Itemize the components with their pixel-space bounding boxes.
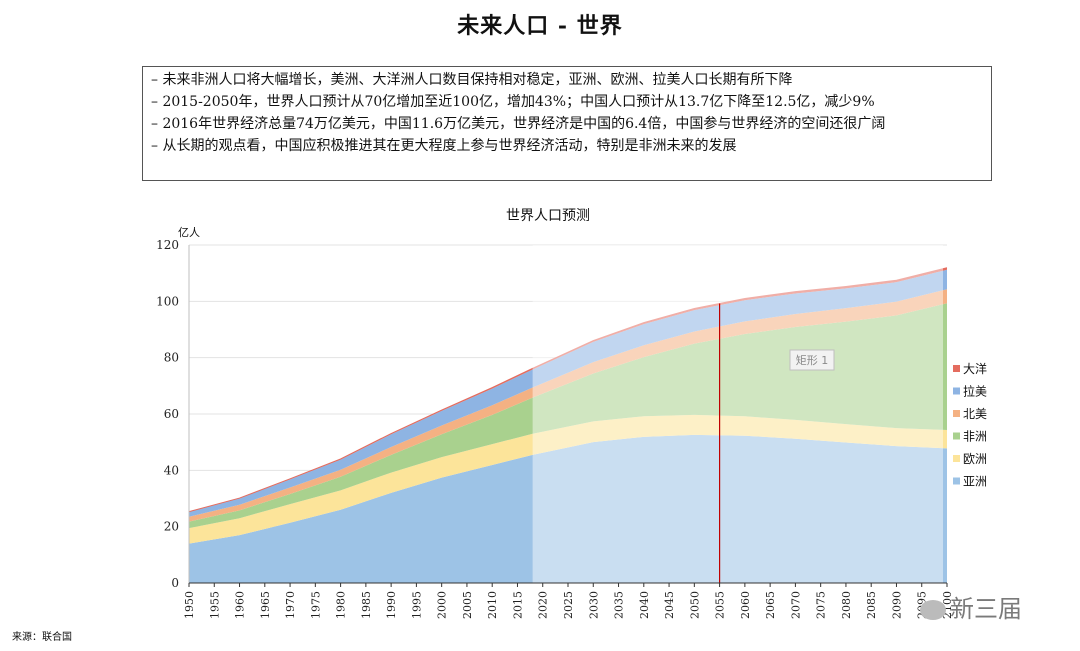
total-outline <box>188 267 948 513</box>
x-tick-label: 2020 <box>537 591 550 619</box>
x-tick-label: 2045 <box>663 591 676 619</box>
x-tick-label: 2035 <box>613 591 626 619</box>
y-tick-label: 20 <box>164 520 179 534</box>
x-tick-label: 2030 <box>587 591 600 619</box>
legend-swatch-拉美 <box>953 387 960 395</box>
area-亚洲 <box>189 434 947 583</box>
x-tick-label: 1965 <box>259 591 272 619</box>
x-tick-label: 1950 <box>183 591 196 619</box>
x-tick-label: 2090 <box>890 591 903 619</box>
legend-swatch-北美 <box>953 410 960 417</box>
legend-label-亚洲: 亚洲 <box>963 475 987 489</box>
legend-swatch-欧洲 <box>953 455 960 462</box>
legend-swatch-大洋 <box>953 365 960 372</box>
area-非洲 <box>189 303 947 529</box>
legend-swatch-非洲 <box>953 432 960 440</box>
x-tick-label: 1960 <box>234 591 247 619</box>
x-tick-label: 2040 <box>638 591 651 619</box>
x-tick-label: 1975 <box>309 591 322 619</box>
x-tick-label: 1990 <box>385 591 398 619</box>
watermark-text: 新三届 <box>950 595 1022 623</box>
y-tick-label: 60 <box>164 407 179 421</box>
y-tick-label: 0 <box>171 576 179 590</box>
x-tick-label: 1980 <box>335 591 348 619</box>
summary-bullet-4: – 从长期的观点看，中国应积极推进其在更大程度上参与世界经济活动，特别是非洲未来… <box>151 138 737 154</box>
y-tick-label: 80 <box>164 351 179 365</box>
x-tick-label: 2050 <box>688 591 701 619</box>
x-tick-label: 2000 <box>436 591 449 619</box>
x-tick-label: 1955 <box>208 591 221 619</box>
annotation-label: 矩形 1 <box>796 354 829 367</box>
x-tick-label: 2075 <box>815 591 828 619</box>
wechat-icon <box>920 600 946 620</box>
x-tick-label: 2065 <box>764 591 777 619</box>
y-tick-label: 100 <box>156 294 179 308</box>
area-欧洲 <box>189 414 947 544</box>
legend-label-欧洲: 欧洲 <box>963 452 987 466</box>
legend-swatch-亚洲 <box>953 477 960 485</box>
y-axis-label: 亿人 <box>178 226 200 239</box>
summary-box: – 未来非洲人口将大幅增长，美洲、大洋洲人口数目保持相对稳定，亚洲、欧洲、拉美人… <box>142 66 992 181</box>
watermark: 新三届 <box>920 589 1022 624</box>
x-tick-label: 2055 <box>714 591 727 619</box>
x-tick-label: 2010 <box>486 591 499 619</box>
x-tick-label: 1985 <box>360 591 373 619</box>
y-tick-label: 40 <box>164 463 179 477</box>
x-tick-label: 1995 <box>410 591 423 619</box>
x-tick-label: 2025 <box>562 591 575 619</box>
area-北美 <box>189 289 947 522</box>
projection-shade <box>532 245 943 583</box>
x-tick-label: 2070 <box>789 591 802 619</box>
legend-label-北美: 北美 <box>963 407 987 421</box>
page-title: 未来人口 - 世界 <box>457 13 623 39</box>
x-tick-label: 1970 <box>284 591 297 619</box>
source-note: 来源：联合国 <box>12 632 72 643</box>
legend-label-非洲: 非洲 <box>963 430 987 444</box>
annotation-box <box>789 349 835 371</box>
summary-bullet-2: – 2015-2050年，世界人口预计从70亿增加至近100亿，增加43%；中国… <box>151 94 875 110</box>
summary-bullet-3: – 2016年世界经济总量74万亿美元，中国11.6万亿美元，世界经济是中国的6… <box>151 116 886 132</box>
y-tick-label: 120 <box>156 238 179 252</box>
summary-bullet-1: – 未来非洲人口将大幅增长，美洲、大洋洲人口数目保持相对稳定，亚洲、欧洲、拉美人… <box>151 72 793 88</box>
x-tick-label: 2005 <box>461 591 474 619</box>
legend-label-大洋: 大洋 <box>963 361 987 376</box>
legend-label-拉美: 拉美 <box>963 384 987 399</box>
area-拉美 <box>189 269 947 517</box>
x-tick-label: 2060 <box>739 591 752 619</box>
x-tick-label: 2085 <box>865 591 878 619</box>
x-tick-label: 2015 <box>511 591 524 619</box>
x-tick-label: 2080 <box>840 591 853 619</box>
chart-title: 世界人口预测 <box>506 208 590 224</box>
